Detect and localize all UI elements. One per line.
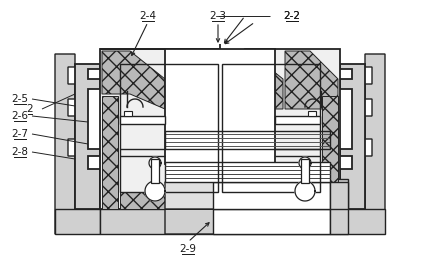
Bar (222, 64, 320, 192)
Bar (165, 162, 330, 182)
Text: 2-8: 2-8 (11, 147, 29, 157)
Polygon shape (55, 54, 100, 234)
Polygon shape (75, 64, 100, 209)
Bar (165, 131, 330, 149)
Bar (120, 116, 165, 124)
Polygon shape (100, 49, 220, 209)
Bar (308, 111, 316, 116)
Polygon shape (165, 182, 248, 209)
Polygon shape (222, 51, 283, 109)
Polygon shape (149, 157, 161, 169)
Bar (330, 179, 348, 234)
Text: 2-6: 2-6 (11, 111, 29, 121)
Text: 2-3: 2-3 (209, 11, 227, 21)
Polygon shape (322, 96, 338, 209)
Text: 2-2: 2-2 (283, 11, 301, 21)
Polygon shape (285, 51, 338, 109)
Bar (213, 182, 330, 209)
Polygon shape (100, 209, 340, 234)
Text: 2-4: 2-4 (139, 11, 157, 21)
Text: 2-7: 2-7 (11, 129, 29, 139)
Polygon shape (340, 209, 385, 234)
Text: 2-5: 2-5 (11, 94, 29, 104)
Polygon shape (295, 181, 315, 201)
Text: 2-2: 2-2 (283, 11, 301, 21)
Bar (165, 49, 275, 164)
Polygon shape (145, 181, 165, 201)
Polygon shape (340, 64, 365, 209)
Bar (301, 159, 309, 183)
Polygon shape (299, 157, 311, 169)
Polygon shape (120, 192, 218, 209)
Polygon shape (55, 209, 100, 234)
Polygon shape (102, 96, 118, 209)
Polygon shape (340, 54, 385, 234)
Bar (120, 64, 218, 192)
Text: 2: 2 (27, 104, 33, 114)
Bar (275, 116, 320, 124)
Polygon shape (220, 49, 340, 209)
Bar (213, 209, 330, 234)
Bar (151, 159, 159, 183)
Text: 2-9: 2-9 (180, 244, 197, 254)
Polygon shape (330, 182, 348, 209)
Polygon shape (165, 209, 248, 234)
Polygon shape (222, 192, 320, 209)
Bar (124, 111, 132, 116)
Polygon shape (167, 51, 218, 109)
Polygon shape (102, 51, 165, 109)
